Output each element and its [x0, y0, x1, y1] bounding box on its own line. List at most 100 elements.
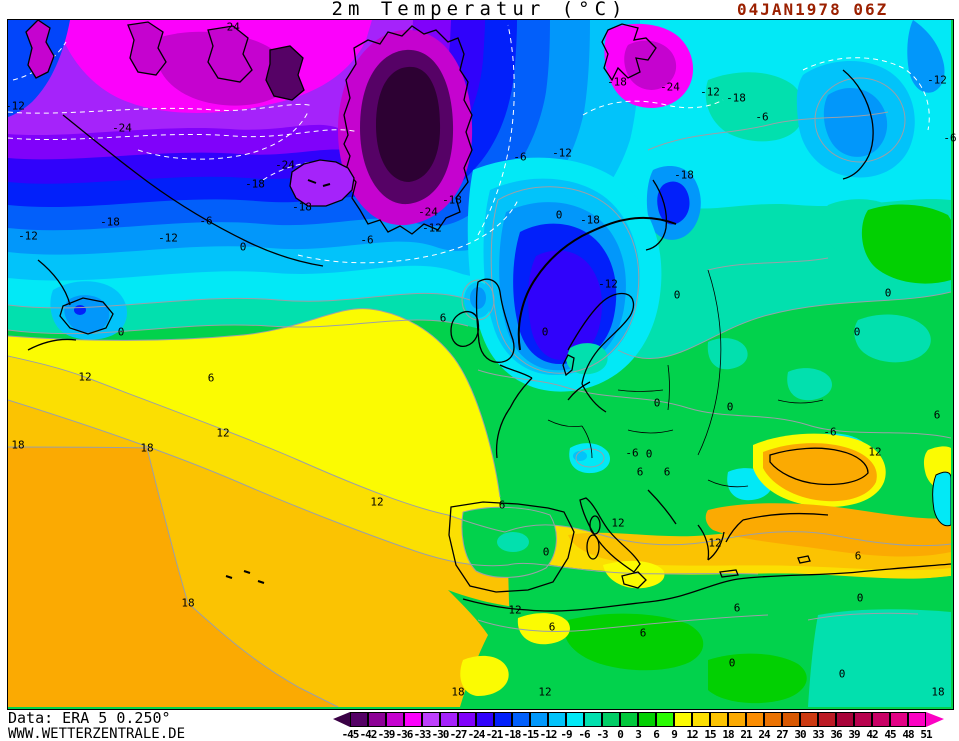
colorbar-tick: -30: [431, 728, 450, 741]
contour-label: -6: [199, 214, 213, 228]
colorbar-segment: [422, 712, 440, 727]
contour-label: 0: [555, 208, 563, 222]
colorbar-segment: [638, 712, 656, 727]
colorbar-tick: -12: [539, 728, 558, 741]
contour-label: 12: [78, 370, 92, 384]
colorbar-tick: 15: [704, 728, 716, 741]
colorbar-tick: -15: [521, 728, 540, 741]
iceland-coast: [289, 159, 355, 207]
colorbar-segments: [350, 712, 926, 727]
contour-label: 6: [933, 408, 941, 422]
contour-label: -18: [292, 200, 312, 214]
sweden-baltic-coast: [567, 292, 635, 385]
colorbar-segment: [368, 712, 386, 727]
colorbar-segment: [872, 712, 890, 727]
scandinavia-cold-pocket: [467, 157, 662, 392]
contour-label: 18: [451, 685, 465, 699]
colorbar-tick: 21: [740, 728, 752, 741]
greenland-cold-core: [338, 29, 473, 226]
colorbar-segment: [746, 712, 764, 727]
website-label: WWW.WETTERZENTRALE.DE: [8, 726, 186, 741]
colorbar-segment: [566, 712, 584, 727]
contour-label: -12: [5, 99, 25, 113]
ireland-coast: [450, 310, 480, 347]
newfoundland-coast: [59, 297, 114, 335]
colorbar-segment: [386, 712, 404, 727]
contour-label: -24: [418, 205, 438, 219]
colorbar-segment: [458, 712, 476, 727]
colorbar-tick: 27: [776, 728, 788, 741]
temperature-map: -24 -12 -24 -24 -18 -18 -18 -12 -12 -6 0 -6 -12 -18 -2…: [5, 19, 957, 710]
colorbar-segment: [476, 712, 494, 727]
contour-label: 6: [636, 465, 644, 479]
svalbard-coast: [601, 23, 657, 82]
colorbar-tick: 51: [920, 728, 932, 741]
colorbar-tick: -21: [485, 728, 504, 741]
colorbar-tick: -45: [341, 728, 360, 741]
contour-label: 0: [726, 400, 734, 414]
colorbar-tick: -39: [377, 728, 396, 741]
page-title: 2m Temperatur (°C): [327, 0, 632, 21]
colorbar-segment: [620, 712, 638, 727]
north-africa: [448, 560, 951, 707]
contour-label: 0: [239, 240, 247, 254]
colorbar-segment: [440, 712, 458, 727]
contour-label: -24: [660, 80, 680, 94]
colorbar-tick: 12: [686, 728, 698, 741]
colorbar-tick: -27: [449, 728, 468, 741]
france-coast: [495, 364, 533, 459]
contour-label: 12: [868, 445, 882, 459]
colorbar-tick: 9: [671, 728, 678, 741]
contour-label: -12: [18, 229, 38, 243]
colorbar-left-arrow: [333, 712, 350, 727]
contour-label: 0: [117, 325, 125, 339]
colorbar-segment: [710, 712, 728, 727]
contour-label: 6: [663, 465, 671, 479]
contour-label: -6: [360, 233, 374, 247]
colorbar-segment: [764, 712, 782, 727]
contour-label: -12: [158, 231, 178, 245]
colorbar-segment: [602, 712, 620, 727]
colorbar-segment: [854, 712, 872, 727]
warm-bands: [8, 308, 951, 707]
contour-label: -6: [755, 110, 769, 124]
contour-label: -12: [598, 277, 618, 291]
contour-label: 12: [370, 495, 384, 509]
colorbar-tick: 36: [830, 728, 842, 741]
contour-label: 12: [708, 536, 722, 550]
iberia-coast: [448, 501, 575, 593]
colorbar-right-arrow: [926, 712, 944, 727]
colorbar-segment: [800, 712, 818, 727]
data-source-label: Data: ERA 5 0.250°: [8, 709, 171, 727]
colorbar-tick: -6: [578, 728, 590, 741]
contour-label: -24: [275, 158, 295, 172]
contour-label: 18: [140, 441, 154, 455]
contour-label: -18: [607, 75, 627, 89]
azores-islands: [225, 570, 265, 584]
colorbar-tick: 42: [866, 728, 878, 741]
contour-label: -18: [674, 168, 694, 182]
contour-label: -18: [580, 213, 600, 227]
contour-label: -6: [513, 150, 527, 164]
black-sea-coast: [769, 447, 869, 486]
colorbar-tick: 6: [653, 728, 660, 741]
contour-label: -18: [442, 193, 462, 207]
greenland-coast: [343, 25, 473, 235]
colorbar-tick: 33: [812, 728, 824, 741]
colorbar-tick: -3: [596, 728, 608, 741]
contour-label: 6: [548, 620, 556, 634]
contour-label: 6: [439, 311, 447, 325]
colorbar-segment: [404, 712, 422, 727]
colorbar-segment: [584, 712, 602, 727]
colorbar-segment: [494, 712, 512, 727]
contour-label: 0: [645, 447, 653, 461]
contour-label: -18: [726, 91, 746, 105]
contour-label: -6: [625, 446, 639, 460]
colorbar-segment: [782, 712, 800, 727]
contour-label: 0: [542, 545, 550, 559]
contour-label: 12: [611, 516, 625, 530]
britain-coast: [475, 278, 515, 363]
contour-label: 0: [884, 286, 892, 300]
colorbar-tick: 24: [758, 728, 770, 741]
